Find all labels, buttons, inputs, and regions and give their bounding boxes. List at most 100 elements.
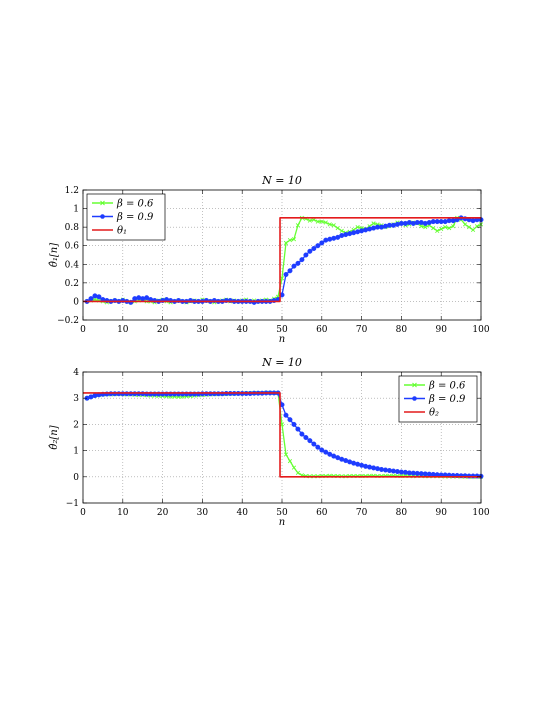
legend: β = 0.6 β = 0.9 θ₁ [86, 193, 166, 241]
y-tick-label: 3 [73, 394, 79, 404]
series-line [83, 217, 481, 303]
y-tick-label: −1 [66, 499, 79, 509]
legend-marker [100, 214, 105, 219]
data-point [371, 221, 376, 226]
y-tick-label: 2 [73, 420, 79, 430]
y-axis-label: θ̂₁[n] [49, 243, 60, 267]
y-tick-label: 4 [73, 368, 79, 378]
series-line [83, 392, 481, 478]
x-tick-label: 0 [80, 325, 86, 335]
data-point [283, 272, 289, 278]
data-point [307, 438, 313, 444]
x-tick-label: 60 [316, 508, 328, 518]
x-tick-label: 50 [276, 325, 288, 335]
x-tick-label: 70 [356, 325, 368, 335]
legend-label: β = 0.6 [116, 199, 154, 210]
data-point [335, 234, 341, 240]
y-tick-label: 0.2 [65, 279, 79, 289]
data-point [291, 465, 297, 470]
data-point [311, 441, 317, 447]
x-tick-label: 50 [276, 508, 288, 518]
data-point [283, 452, 289, 457]
x-tick-label: 70 [356, 508, 368, 518]
data-point [315, 243, 321, 249]
legend: β = 0.6 β = 0.9 θ₂ [398, 375, 478, 423]
data-point [439, 226, 444, 232]
data-point [144, 295, 150, 301]
x-tick-label: 90 [435, 508, 447, 518]
legend-label: θ₂ [429, 408, 439, 419]
data-point [291, 421, 297, 427]
data-point [323, 220, 328, 225]
legend-item-2: β = 0.9 [404, 394, 466, 405]
ticks: 0 10 20 30 40 50 60 70 80 90 100−0.200.20.40.60.81… [57, 186, 490, 335]
data-point [303, 435, 309, 441]
legend-label: β = 0.9 [428, 394, 466, 405]
legend-label: θ₁ [117, 226, 127, 237]
data-point [283, 412, 289, 418]
data-point [443, 225, 448, 230]
x-tick-label: 100 [472, 325, 489, 335]
y-tick-label: −0.2 [57, 316, 79, 326]
data-point [299, 431, 305, 437]
data-point [319, 240, 325, 246]
x-tick-label: 60 [316, 325, 328, 335]
x-tick-label: 90 [435, 325, 447, 335]
data-point [287, 238, 293, 243]
legend-marker [412, 396, 417, 401]
x-tick-label: 100 [472, 508, 489, 518]
data-point [315, 444, 321, 450]
legend-label: β = 0.9 [116, 212, 154, 223]
y-axis-label: θ̂₂[n] [49, 425, 60, 449]
x-tick-label: 20 [157, 325, 169, 335]
legend-item-2: β = 0.9 [92, 212, 154, 223]
series-3 [83, 392, 481, 478]
x-tick-label: 40 [236, 325, 248, 335]
x-tick-label: 80 [396, 325, 408, 335]
data-point [423, 225, 428, 230]
data-point [311, 245, 317, 251]
data-point [331, 223, 336, 228]
data-point [307, 248, 313, 254]
x-tick-label: 10 [117, 325, 129, 335]
data-point [287, 458, 293, 464]
series-group [83, 390, 484, 479]
legend-item-1: β = 0.6 [92, 199, 154, 210]
data-point [319, 447, 325, 453]
data-point [435, 228, 440, 233]
y-tick-label: 0.4 [65, 260, 80, 270]
data-point [283, 240, 289, 246]
y-tick-label: 0.6 [65, 242, 80, 252]
x-tick-label: 30 [197, 325, 209, 335]
data-point [307, 218, 312, 223]
x-tick-label: 0 [80, 508, 86, 518]
data-point [295, 223, 301, 228]
y-tick-label: 1.2 [65, 186, 79, 196]
chart-1: 0 10 20 30 40 50 60 70 80 90 100−0.200.20.40.60.81… [49, 174, 490, 345]
data-point [335, 225, 340, 231]
data-point [327, 222, 332, 227]
series-3 [83, 217, 481, 303]
x-tick-label: 20 [157, 508, 169, 518]
y-tick-label: 0 [73, 473, 79, 483]
data-point [355, 225, 360, 230]
y-tick-label: 0 [73, 297, 79, 307]
data-point [295, 260, 301, 266]
y-tick-label: 1 [73, 205, 79, 215]
x-tick-label: 10 [117, 508, 129, 518]
x-axis-label: n [279, 334, 285, 345]
x-axis-label: n [279, 517, 285, 528]
data-point [323, 449, 329, 455]
data-point [287, 268, 293, 274]
legend-marker [100, 200, 105, 206]
y-tick-label: 1 [73, 447, 79, 457]
x-tick-label: 80 [396, 508, 408, 518]
legend-marker [412, 382, 417, 388]
data-point [287, 417, 293, 423]
legend-label: β = 0.6 [428, 381, 466, 392]
data-point [88, 296, 94, 302]
legend-item-1: β = 0.6 [404, 381, 466, 392]
